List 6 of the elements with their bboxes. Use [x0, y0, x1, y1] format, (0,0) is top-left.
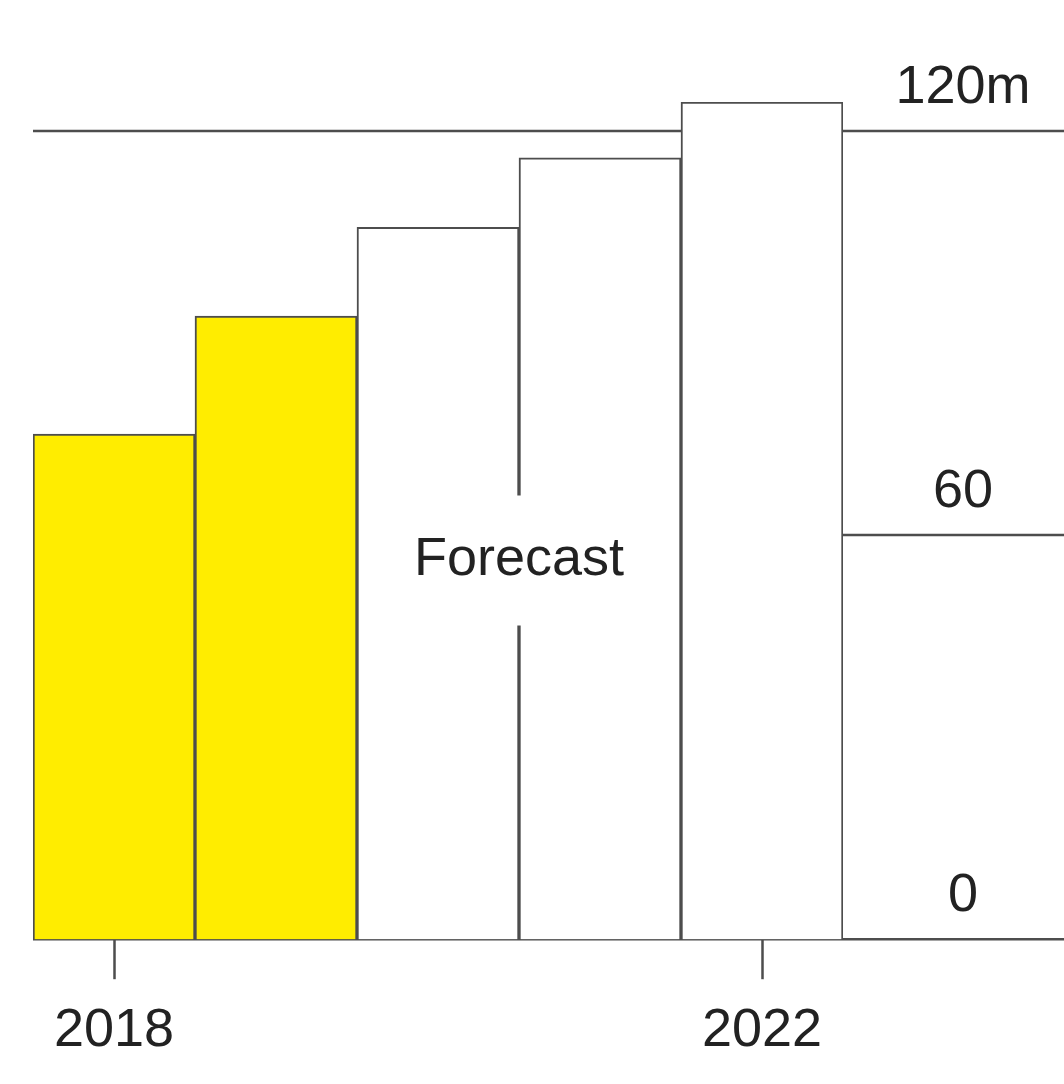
- annotation: Forecast: [413, 526, 625, 587]
- y-tick-label: 120m: [895, 53, 1031, 114]
- y-tick-label: 60: [932, 457, 994, 518]
- y-tick-label: 0: [947, 862, 979, 923]
- x-tick-label: 2018: [53, 997, 175, 1058]
- x-tick-label: 2022: [701, 997, 823, 1058]
